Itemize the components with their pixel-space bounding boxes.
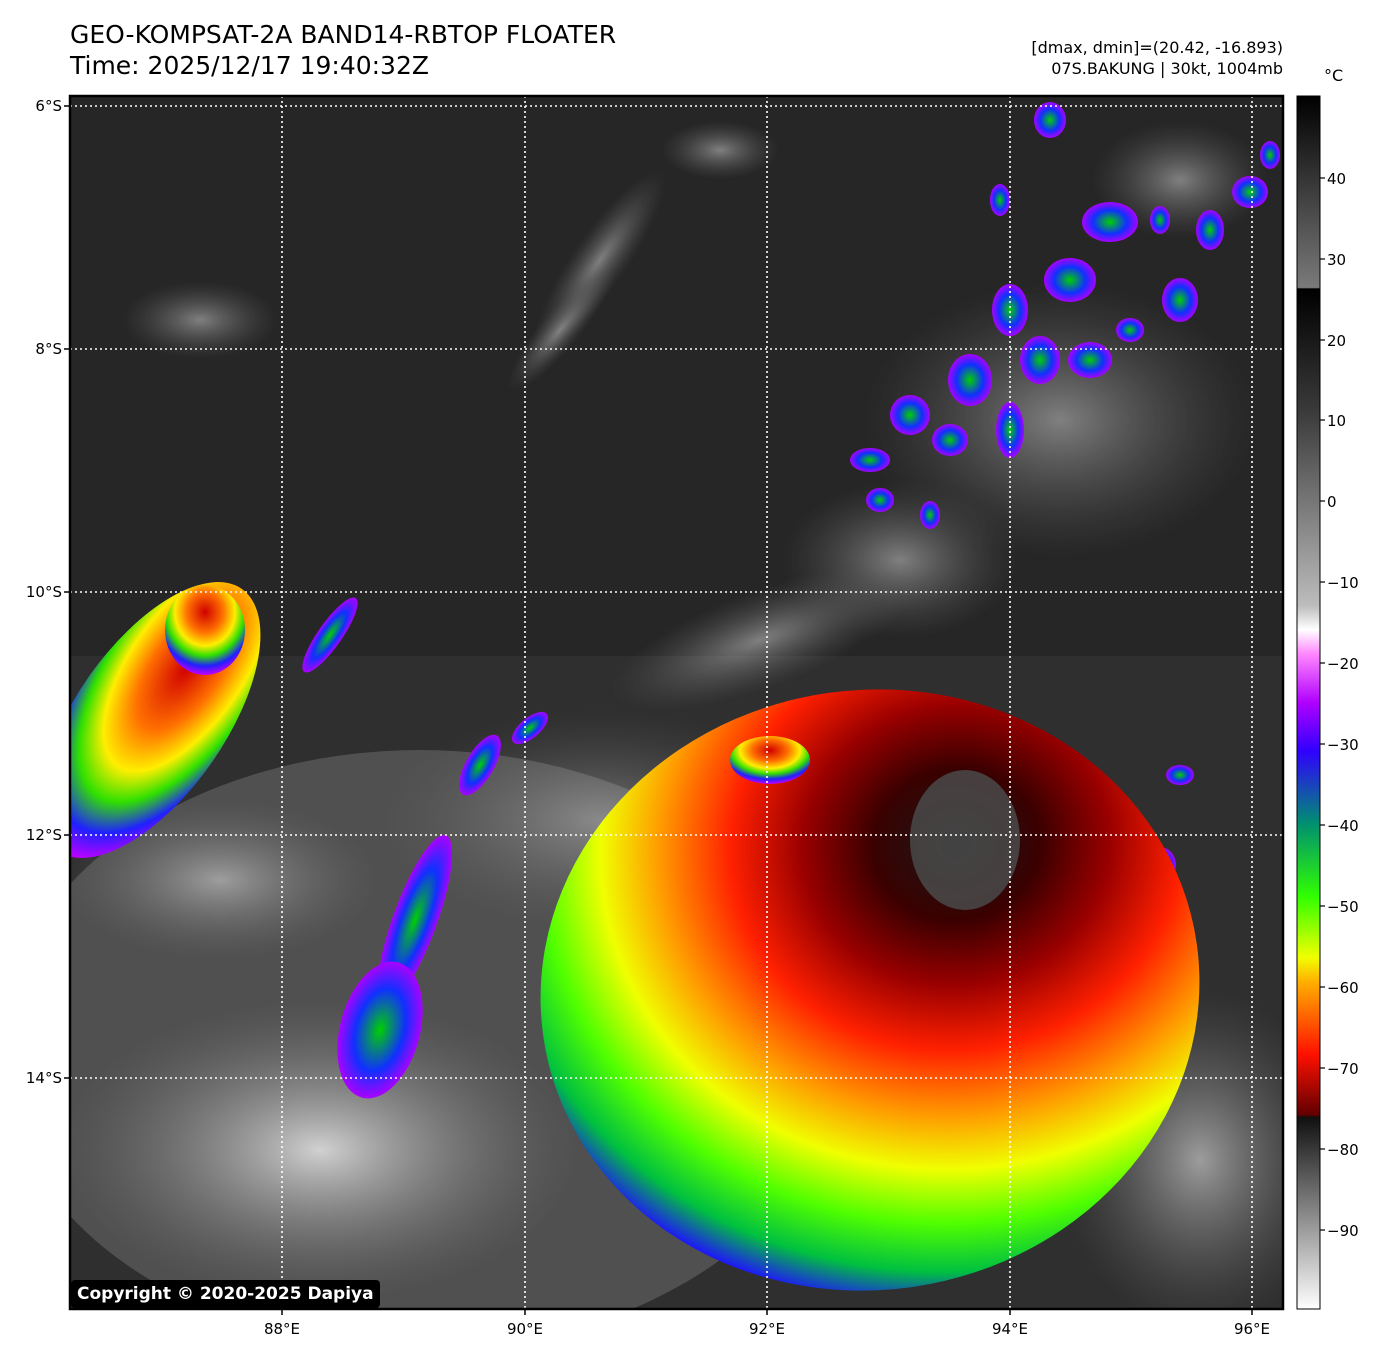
axis-ticks bbox=[64, 105, 1253, 1315]
product-title: GEO-KOMPSAT-2A BAND14-RBTOP FLOATER bbox=[70, 20, 617, 49]
colorbar-tick-label: 0 bbox=[1327, 493, 1337, 511]
colorbar-tick-label: 40 bbox=[1327, 170, 1346, 188]
lon-label: 94°E bbox=[992, 1320, 1028, 1338]
colorbar-tick-label: 20 bbox=[1327, 332, 1346, 350]
colorbar-tick-label: 30 bbox=[1327, 251, 1346, 269]
colorbar-tick-label: −10 bbox=[1327, 574, 1359, 592]
lat-label: 8°S bbox=[35, 340, 62, 358]
lon-label: 90°E bbox=[507, 1320, 543, 1338]
lon-label: 96°E bbox=[1234, 1320, 1270, 1338]
observation-time: Time: 2025/12/17 19:40:32Z bbox=[70, 51, 429, 80]
lat-label: 6°S bbox=[35, 97, 62, 115]
lon-label: 92°E bbox=[749, 1320, 785, 1338]
storm-info: 07S.BAKUNG | 30kt, 1004mb bbox=[1051, 59, 1283, 78]
data-range: [dmax, dmin]=(20.42, -16.893) bbox=[1031, 38, 1283, 57]
colorbar-tick-label: −30 bbox=[1327, 736, 1359, 754]
colorbar: 40 30 20 10 0 −10 −20 −30 −40 −50 −60 −7… bbox=[1296, 95, 1359, 1310]
colorbar-tick-label: −70 bbox=[1327, 1060, 1359, 1078]
colorbar-tick-label: −90 bbox=[1327, 1222, 1359, 1240]
colorbar-unit: °C bbox=[1324, 66, 1344, 85]
imagery-layer bbox=[70, 96, 1283, 1309]
graticule bbox=[70, 96, 1283, 1309]
copyright-badge: Copyright © 2020-2025 Dapiya bbox=[71, 1280, 380, 1308]
map-frame bbox=[68, 94, 1285, 1311]
colorbar-tick-label: −40 bbox=[1327, 817, 1359, 835]
lat-label: 10°S bbox=[26, 583, 62, 601]
colorbar-tick-label: −80 bbox=[1327, 1141, 1359, 1159]
lat-label: 14°S bbox=[26, 1069, 62, 1087]
colorbar-ticks bbox=[1320, 177, 1325, 1231]
colorbar-tick-label: −60 bbox=[1327, 979, 1359, 997]
colorbar-tick-label: −20 bbox=[1327, 655, 1359, 673]
lon-label: 88°E bbox=[264, 1320, 300, 1338]
colorbar-tick-label: −50 bbox=[1327, 898, 1359, 916]
colorbar-scale bbox=[1296, 95, 1321, 1310]
colorbar-tick-label: 10 bbox=[1327, 412, 1346, 430]
lat-label: 12°S bbox=[26, 826, 62, 844]
